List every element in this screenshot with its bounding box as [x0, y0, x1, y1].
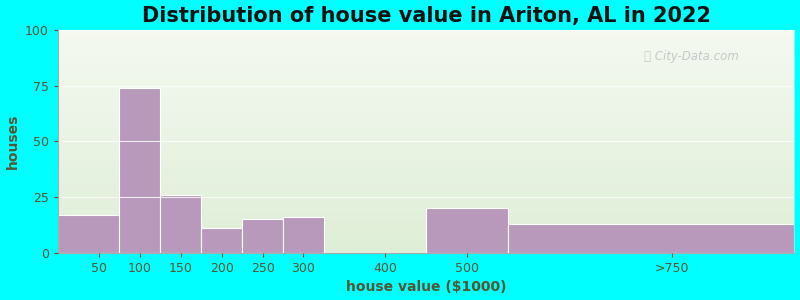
Bar: [508, 224, 794, 253]
Bar: [283, 217, 324, 253]
Bar: [202, 228, 242, 253]
Bar: [160, 195, 202, 253]
Y-axis label: houses: houses: [6, 114, 19, 169]
Bar: [426, 208, 508, 253]
Bar: [58, 215, 119, 253]
Title: Distribution of house value in Ariton, AL in 2022: Distribution of house value in Ariton, A…: [142, 6, 710, 26]
Bar: [242, 219, 283, 253]
X-axis label: house value ($1000): house value ($1000): [346, 280, 506, 294]
Text: Ⓜ City-Data.com: Ⓜ City-Data.com: [644, 50, 738, 63]
Bar: [119, 88, 160, 253]
